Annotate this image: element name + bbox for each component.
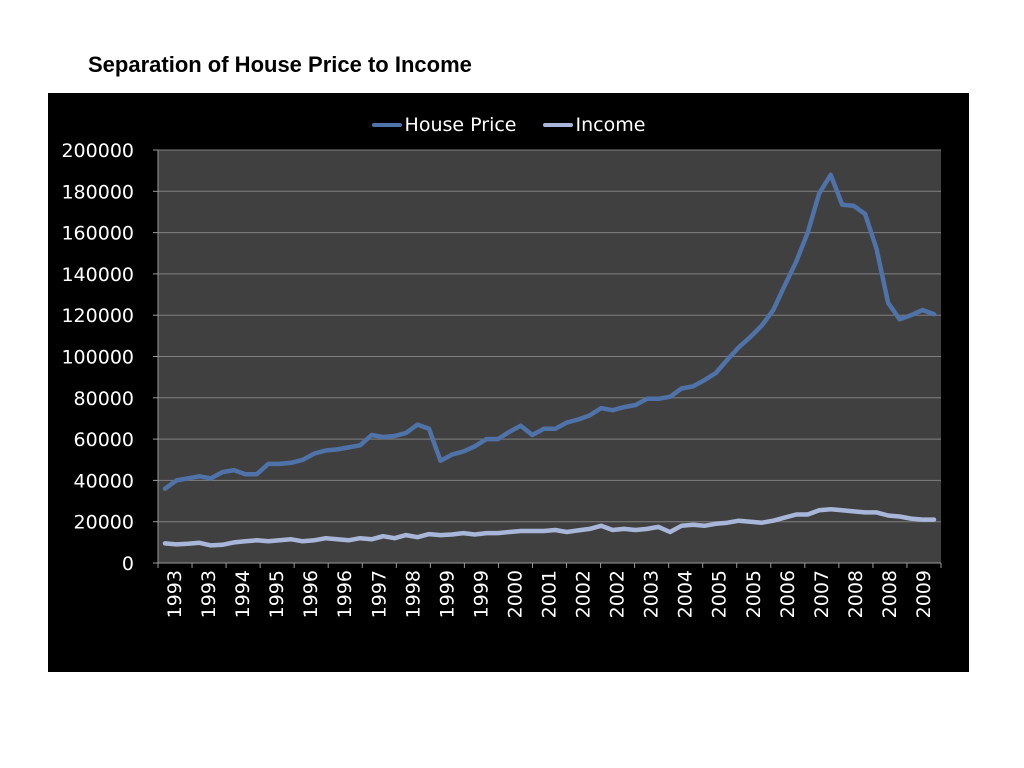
x-tick-label: 1995: [266, 570, 288, 618]
x-tick-label: 2008: [845, 570, 867, 618]
x-tick-label: 1996: [334, 570, 356, 618]
chart-legend: House Price Income: [48, 110, 969, 136]
y-tick-label: 20000: [74, 512, 134, 534]
y-tick-label: 0: [122, 553, 134, 575]
x-tick-label: 1993: [164, 570, 186, 618]
legend-item-income: Income: [542, 114, 646, 136]
x-tick-label: 1993: [198, 570, 220, 618]
y-tick-label: 40000: [74, 470, 134, 492]
x-tick-label: 1996: [300, 570, 322, 618]
y-tick-label: 80000: [74, 388, 134, 410]
line-chart: 0 20000 40000 60000 80000 100000 120000 140000 1…: [61, 140, 942, 618]
x-tick-label: 1999: [470, 570, 492, 618]
series-line-house-price: [162, 172, 937, 491]
x-tick-label: 2004: [675, 570, 697, 618]
x-tick-label: 2001: [539, 570, 561, 618]
x-tick-label: 1997: [368, 570, 390, 618]
y-tick-label: 100000: [61, 347, 134, 369]
x-tick-label: 2005: [709, 570, 731, 618]
x-tick-label: 2006: [777, 570, 799, 618]
x-tick-label: 2002: [607, 570, 629, 618]
y-tick-label: 60000: [74, 429, 134, 451]
legend-swatch-house-price: [371, 123, 402, 127]
y-tick-label: 200000: [61, 140, 134, 162]
chart-panel: House Price Income 0 20000 40000 60000 80000…: [48, 93, 969, 672]
y-tick-label: 180000: [61, 181, 134, 203]
y-tick-label: 120000: [61, 305, 134, 327]
x-tick-label: 2002: [573, 570, 595, 618]
legend-label-house-price: House Price: [404, 114, 517, 136]
y-tick-label: 140000: [61, 264, 134, 286]
x-tick-label: 2009: [913, 570, 935, 618]
legend-label-income: Income: [575, 114, 646, 136]
x-tick-label: 2005: [743, 570, 765, 618]
x-tick-label: 2007: [811, 570, 833, 618]
legend-swatch-income: [542, 123, 573, 127]
x-tick-label: 2008: [879, 570, 901, 618]
y-tick-label: 160000: [61, 223, 134, 245]
legend-item-house-price: House Price: [371, 114, 517, 136]
series-line-income: [162, 507, 937, 548]
slide-title: Separation of House Price to Income: [88, 52, 472, 77]
x-tick-label: 2003: [641, 570, 663, 618]
x-tick-label: 1994: [232, 570, 254, 618]
x-tick-label: 1998: [402, 570, 424, 618]
x-tick-label: 2000: [504, 570, 526, 618]
x-tick-label: 1999: [436, 570, 458, 618]
